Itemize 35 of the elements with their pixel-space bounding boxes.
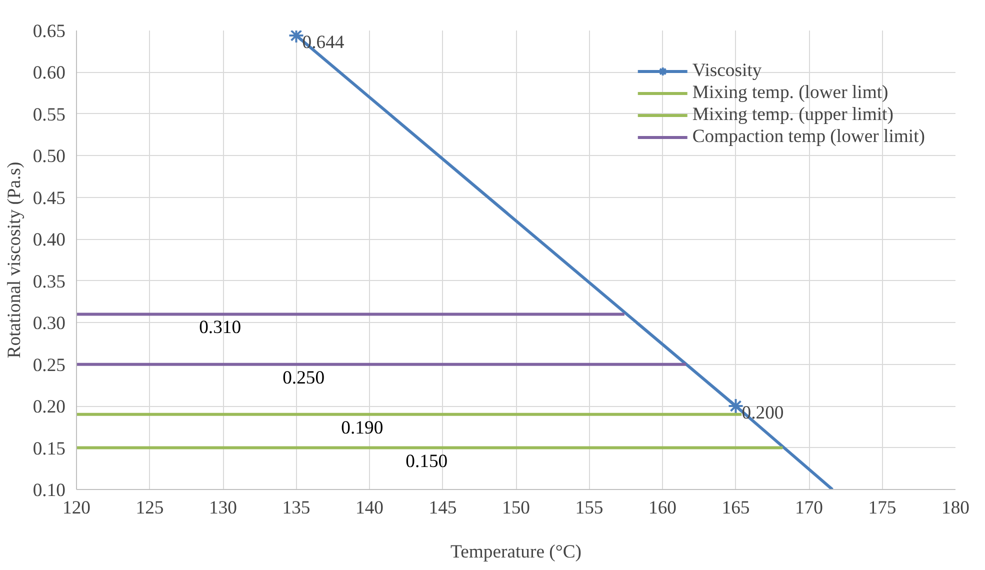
x-tick-label: 155	[575, 498, 604, 518]
legend-label: Mixing temp. (lower limt)	[692, 82, 888, 104]
x-tick-label: 165	[722, 498, 750, 518]
annotation: 0.150	[406, 450, 448, 472]
x-tick-label: 130	[209, 498, 237, 518]
x-tick-label: 145	[428, 498, 457, 518]
x-tick-label: 160	[648, 498, 676, 518]
x-tick-label: 140	[356, 498, 384, 518]
annotation: 0.200	[742, 402, 784, 424]
x-tick-label: 125	[136, 498, 164, 518]
x-axis-title: Temperature (°C)	[450, 542, 582, 562]
y-tick-label: 0.65	[32, 21, 66, 42]
y-tick-label: 0.60	[32, 62, 66, 84]
y-tick-label: 0.15	[32, 438, 66, 460]
legend-label: Viscosity	[692, 60, 762, 82]
annotation: 0.310	[199, 317, 242, 338]
legend-label: Mixing temp. (upper limit)	[692, 104, 894, 126]
y-tick-label: 0.45	[32, 188, 66, 209]
annotation: 0.644	[302, 32, 345, 54]
y-axis-title: Rotational viscosity (Pa.s)	[4, 162, 25, 358]
annotation: 0.250	[282, 367, 325, 388]
x-tick-label: 180	[942, 498, 970, 518]
x-tick-label: 135	[282, 498, 310, 518]
legend-label: Compaction temp (lower limit)	[692, 126, 925, 148]
y-tick-label: 0.50	[32, 146, 66, 168]
y-tick-label: 0.30	[32, 313, 66, 334]
annotation: 0.190	[341, 417, 384, 438]
y-tick-label: 0.20	[32, 396, 66, 418]
y-tick-label: 0.40	[32, 230, 66, 251]
y-tick-label: 0.25	[32, 354, 66, 376]
x-tick-label: 175	[868, 498, 896, 518]
y-tick-label: 0.35	[32, 271, 66, 292]
x-tick-label: 150	[502, 498, 530, 518]
y-tick-label: 0.55	[32, 104, 66, 126]
x-tick-label: 170	[795, 498, 823, 518]
